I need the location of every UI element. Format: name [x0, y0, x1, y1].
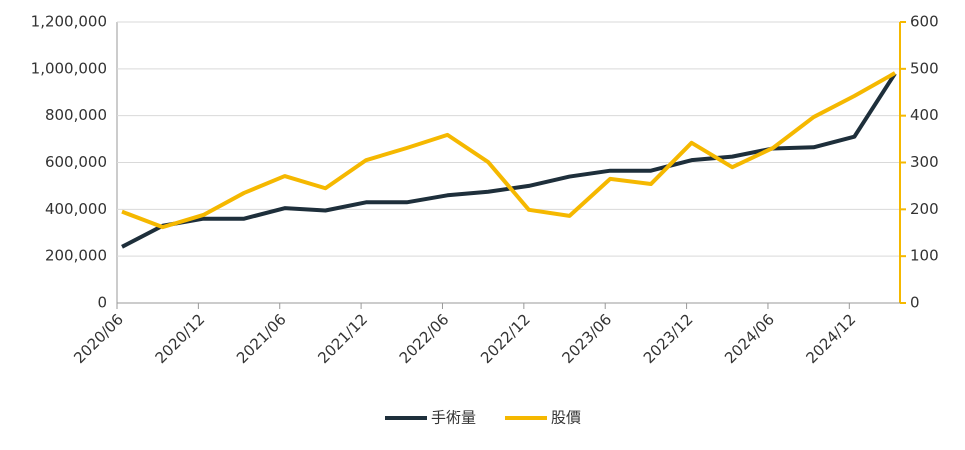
- series-line: [121, 72, 897, 249]
- y2-tick-label: 200: [910, 200, 939, 218]
- x-tick-label: 2023/06: [558, 310, 615, 367]
- legend-label: 手術量: [431, 409, 476, 427]
- y-tick-label: 1,000,000: [31, 59, 107, 77]
- x-tick-label: 2021/06: [233, 310, 290, 367]
- y-tick-label: 1,200,000: [31, 13, 107, 31]
- x-tick-label: 2022/06: [396, 310, 453, 367]
- y2-tick-label: 600: [910, 13, 939, 31]
- y-tick-label: 400,000: [45, 200, 107, 218]
- x-tick-label: 2020/12: [152, 310, 209, 367]
- y2-tick-label: 500: [910, 59, 939, 77]
- legend-label: 股價: [551, 409, 581, 427]
- x-tick-label: 2020/06: [70, 310, 127, 367]
- x-tick-label: 2021/12: [314, 310, 371, 367]
- y2-tick-label: 400: [910, 106, 939, 124]
- x-tick-label: 2022/12: [477, 310, 534, 367]
- x-tick-label: 2023/12: [640, 310, 697, 367]
- y2-tick-label: 300: [910, 153, 939, 171]
- y-tick-label: 600,000: [45, 153, 107, 171]
- y2-tick-label: 0: [910, 294, 920, 312]
- x-tick-label: 2024/06: [721, 310, 778, 367]
- y-tick-label: 200,000: [45, 247, 107, 265]
- series-line: [121, 71, 896, 230]
- x-tick-label: 2024/12: [803, 310, 860, 367]
- y-tick-label: 0: [97, 294, 107, 312]
- y-tick-label: 800,000: [45, 106, 107, 124]
- y2-tick-label: 100: [910, 247, 939, 265]
